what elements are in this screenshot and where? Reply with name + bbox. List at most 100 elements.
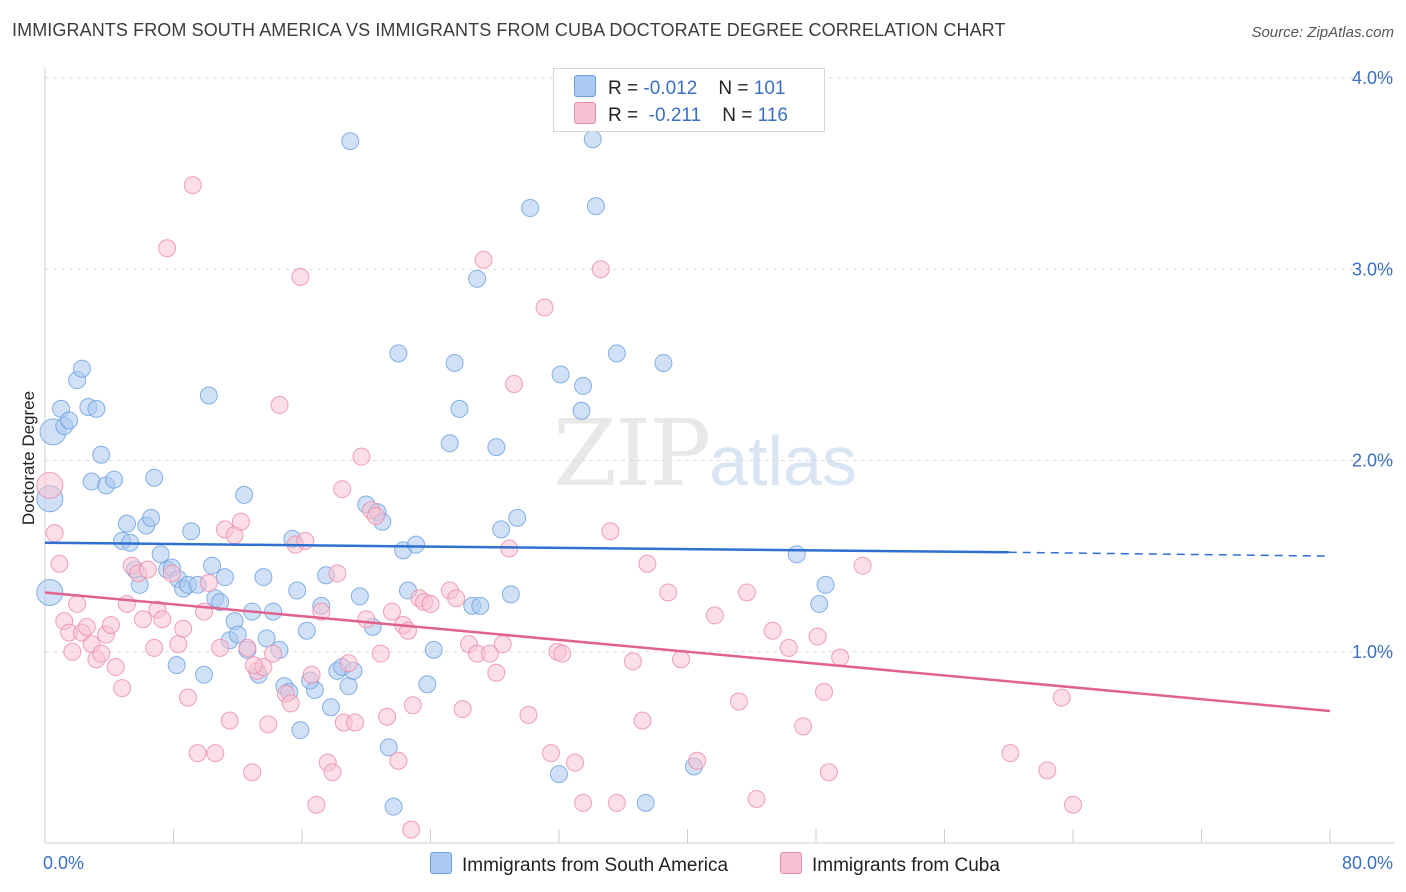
- point-south-america: [288, 581, 307, 600]
- point-cuba: [607, 793, 626, 812]
- point-cuba: [591, 260, 610, 279]
- legend-r-label: R =: [608, 78, 639, 99]
- point-cuba: [312, 602, 331, 621]
- point-cuba: [389, 751, 408, 770]
- point-south-america: [471, 596, 490, 615]
- trend-line-cuba: [44, 591, 1331, 713]
- point-cuba: [1038, 761, 1057, 780]
- point-south-america: [492, 520, 511, 539]
- point-cuba: [145, 638, 164, 657]
- point-south-america: [583, 130, 602, 149]
- point-south-america: [654, 353, 673, 372]
- point-south-america: [203, 556, 222, 575]
- point-cuba: [535, 298, 554, 317]
- point-south-america: [87, 399, 106, 418]
- point-cuba: [493, 635, 512, 654]
- point-cuba: [808, 627, 827, 646]
- point-cuba: [815, 682, 834, 701]
- point-cuba: [162, 564, 181, 583]
- point-south-america: [424, 640, 443, 659]
- point-south-america: [379, 738, 398, 757]
- point-cuba: [302, 665, 321, 684]
- point-cuba: [421, 594, 440, 613]
- x-tick-label: 0.0%: [43, 853, 84, 873]
- point-south-america: [487, 438, 506, 457]
- point-cuba: [729, 692, 748, 711]
- point-cuba: [1064, 795, 1082, 814]
- point-south-america: [389, 344, 408, 363]
- point-cuba: [357, 610, 376, 629]
- point-cuba: [153, 610, 172, 629]
- point-cuba: [220, 711, 239, 730]
- point-cuba: [474, 250, 493, 269]
- point-cuba: [601, 522, 620, 541]
- x-tick-label: 80.0%: [1342, 853, 1393, 873]
- point-south-america: [574, 376, 593, 395]
- point-south-america: [508, 508, 527, 527]
- point-cuba: [346, 713, 365, 732]
- point-cuba: [307, 795, 326, 814]
- point-south-america: [167, 656, 186, 675]
- legend-swatch-cuba: [574, 102, 596, 124]
- point-south-america: [636, 793, 655, 812]
- point-south-america: [195, 665, 214, 684]
- point-cuba: [77, 617, 96, 636]
- point-cuba: [106, 658, 125, 677]
- point-cuba: [243, 763, 262, 782]
- point-south-america: [550, 765, 568, 784]
- point-cuba: [574, 793, 593, 812]
- legend-r-value: -0.012: [643, 78, 698, 99]
- point-cuba: [158, 239, 177, 258]
- point-cuba: [281, 694, 300, 713]
- point-cuba: [378, 707, 397, 726]
- legend-item-cuba[interactable]: Immigrants from Cuba: [780, 852, 1000, 877]
- point-cuba: [737, 583, 756, 602]
- legend-label-cuba: Immigrants from Cuba: [812, 855, 1000, 876]
- point-south-america: [341, 132, 360, 151]
- point-south-america: [60, 411, 79, 430]
- point-south-america: [468, 269, 487, 288]
- point-cuba: [68, 594, 87, 613]
- point-south-america: [297, 621, 316, 640]
- point-cuba: [174, 619, 193, 638]
- point-south-america: [228, 625, 247, 644]
- point-cuba: [447, 589, 466, 608]
- point-cuba: [623, 652, 642, 671]
- point-cuba: [117, 594, 136, 613]
- point-cuba: [402, 820, 421, 839]
- point-cuba: [270, 396, 289, 415]
- legend-n-label: N =: [718, 78, 749, 99]
- point-cuba: [169, 635, 188, 654]
- legend-swatch-cuba: [780, 852, 802, 874]
- point-cuba: [505, 375, 524, 393]
- point-cuba: [63, 642, 82, 661]
- point-south-america: [450, 399, 469, 418]
- point-south-america: [254, 568, 273, 587]
- legend-swatch-south-america: [574, 75, 596, 97]
- point-cuba: [50, 554, 69, 573]
- point-south-america: [551, 365, 570, 384]
- point-cuba: [36, 471, 64, 499]
- point-south-america: [142, 508, 161, 527]
- point-south-america: [117, 514, 136, 533]
- point-cuba: [487, 663, 506, 682]
- y-tick-label: 3.0%: [1352, 259, 1393, 279]
- point-cuba: [794, 717, 813, 736]
- point-south-america: [816, 575, 835, 594]
- legend-item-south-america[interactable]: Immigrants from South America: [430, 852, 728, 877]
- point-cuba: [659, 583, 678, 602]
- point-cuba: [352, 447, 371, 466]
- point-cuba: [403, 696, 422, 715]
- point-south-america: [105, 470, 124, 489]
- chart-title: IMMIGRANTS FROM SOUTH AMERICA VS IMMIGRA…: [12, 20, 1006, 40]
- point-cuba: [92, 644, 111, 663]
- point-cuba: [206, 744, 225, 763]
- point-cuba: [244, 656, 263, 675]
- point-cuba: [705, 606, 724, 625]
- y-axis-label: Doctorate Degree: [19, 391, 38, 525]
- point-cuba: [183, 176, 202, 195]
- point-cuba: [113, 679, 132, 698]
- point-cuba: [339, 654, 358, 673]
- point-south-america: [418, 675, 437, 694]
- point-south-america: [72, 359, 91, 378]
